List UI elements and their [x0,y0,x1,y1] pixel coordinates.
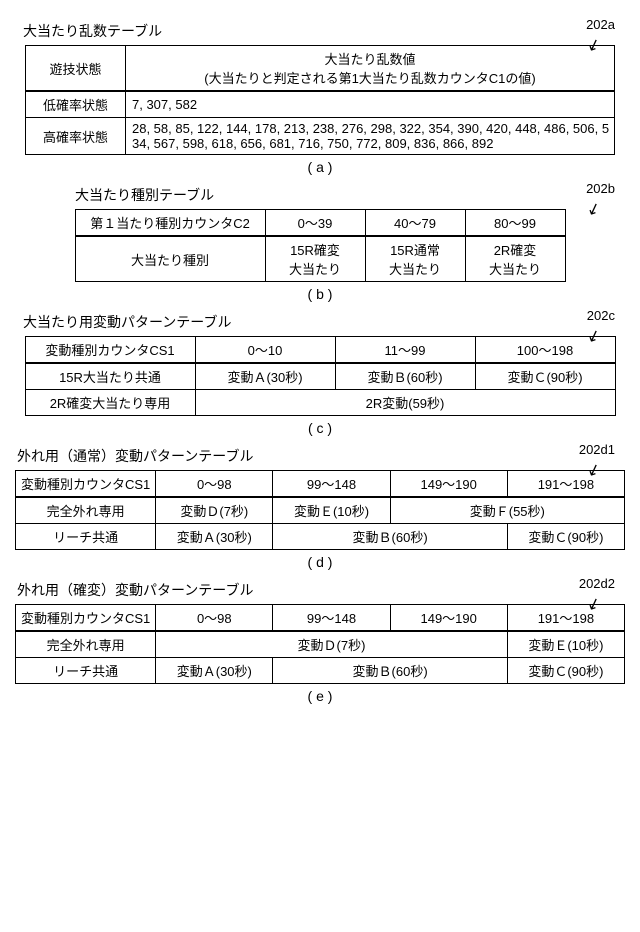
table-b: 第１当たり種別カウンタC2 0～39 40～79 80～99 大当たり種別 15… [75,209,566,282]
cell-b-r2-c2: 15R通常大当たり [365,236,465,282]
cell-e-r3-c1: 変動Ａ(30秒) [156,658,273,684]
cell-c-r1-label: 変動種別カウンタCS1 [25,337,195,364]
cell-c-r1-c2: 11～99 [335,337,475,364]
cell-b-r2-label: 大当たり種別 [75,236,265,282]
cell-c-r2-c2: 変動Ｂ(60秒) [335,363,475,390]
cell-b-r1-c2: 40～79 [365,210,465,237]
cell-d-r1-c2: 99～148 [273,471,390,498]
title-e: 外れ用（確変）変動パターンテーブル [17,580,625,600]
cell-e-r2-span: 変動Ｄ(7秒) [156,631,508,658]
ref-label-d: 202d1 [579,442,615,457]
cell-c-r2-c3: 変動Ｃ(90秒) [475,363,615,390]
cell-d-r1-label: 変動種別カウンタCS1 [16,471,156,498]
section-d: 202d1 ↙ 外れ用（通常）変動パターンテーブル 変動種別カウンタCS1 0～… [15,446,625,570]
cell-a-high-label: 高確率状態 [26,118,126,155]
cell-b-r2-c1: 15R確変大当たり [265,236,365,282]
ref-label-e: 202d2 [579,576,615,591]
cell-a-high-value: 28, 58, 85, 122, 144, 178, 213, 238, 276… [126,118,615,155]
title-a: 大当たり乱数テーブル [23,21,625,41]
cell-d-r2-label: 完全外れ専用 [16,497,156,524]
cell-b-r2-c3: 2R確変大当たり [465,236,565,282]
hdr-a-col2-l1: 大当たり乱数値 [324,52,415,67]
caption-b: ( b ) [15,286,625,302]
hdr-a-col2: 大当たり乱数値 (大当たりと判定される第1大当たり乱数カウンタC1の値) [126,46,615,92]
cell-d-r1-c4: 191～198 [507,471,624,498]
cell-d-r3-label: リーチ共通 [16,524,156,550]
cell-d-r3-span: 変動Ｂ(60秒) [273,524,507,550]
section-e: 202d2 ↙ 外れ用（確変）変動パターンテーブル 変動種別カウンタCS1 0～… [15,580,625,704]
caption-a: ( a ) [15,159,625,175]
cell-e-r1-c3: 149～190 [390,605,507,632]
ref-label-a: 202a [586,17,615,32]
section-a: 202a ↙ 大当たり乱数テーブル 遊技状態 大当たり乱数値 (大当たりと判定さ… [15,21,625,175]
cell-e-r1-c4: 191～198 [507,605,624,632]
cell-e-r3-c4: 変動Ｃ(90秒) [507,658,624,684]
table-e: 変動種別カウンタCS1 0～98 99～148 149～190 191～198 … [15,604,625,684]
cell-d-r3-c4: 変動Ｃ(90秒) [507,524,624,550]
cell-e-r2-c4: 変動Ｅ(10秒) [507,631,624,658]
cell-a-low-label: 低確率状態 [26,91,126,118]
cell-d-r1-c3: 149～190 [390,471,507,498]
cell-e-r1-c1: 0～98 [156,605,273,632]
title-c: 大当たり用変動パターンテーブル [23,312,625,332]
table-d: 変動種別カウンタCS1 0～98 99～148 149～190 191～198 … [15,470,625,550]
cell-b-r1-label: 第１当たり種別カウンタC2 [75,210,265,237]
cell-a-low-value: 7, 307, 582 [126,91,615,118]
cell-d-r2-c1: 変動Ｄ(7秒) [156,497,273,524]
cell-e-r1-c2: 99～148 [273,605,390,632]
caption-e: ( e ) [15,688,625,704]
ref-label-b: 202b [586,181,615,196]
ref-label-c: 202c [587,308,615,323]
title-b: 大当たり種別テーブル [75,185,625,205]
cell-c-r3-label: 2R確変大当たり専用 [25,390,195,416]
caption-d: ( d ) [15,554,625,570]
cell-b-r1-c3: 80～99 [465,210,565,237]
table-a: 遊技状態 大当たり乱数値 (大当たりと判定される第1大当たり乱数カウンタC1の値… [25,45,615,155]
section-c: 202c ↙ 大当たり用変動パターンテーブル 変動種別カウンタCS1 0～10 … [15,312,625,436]
title-d: 外れ用（通常）変動パターンテーブル [17,446,625,466]
cell-b-r1-c1: 0～39 [265,210,365,237]
cell-e-r1-label: 変動種別カウンタCS1 [16,605,156,632]
cell-c-r1-c1: 0～10 [195,337,335,364]
table-c: 変動種別カウンタCS1 0～10 11～99 100～198 15R大当たり共通… [25,336,616,416]
hdr-a-col2-l2: (大当たりと判定される第1大当たり乱数カウンタC1の値) [204,71,536,86]
hdr-a-col1: 遊技状態 [26,46,126,92]
cell-d-r2-span: 変動Ｆ(55秒) [390,497,624,524]
section-b: 202b ↙ 大当たり種別テーブル 第１当たり種別カウンタC2 0～39 40～… [15,185,625,302]
cell-e-r3-label: リーチ共通 [16,658,156,684]
cell-d-r2-c2: 変動Ｅ(10秒) [273,497,390,524]
caption-c: ( c ) [15,420,625,436]
cell-d-r1-c1: 0～98 [156,471,273,498]
cell-d-r3-c1: 変動Ａ(30秒) [156,524,273,550]
cell-c-r2-label: 15R大当たり共通 [25,363,195,390]
cell-c-r2-c1: 変動Ａ(30秒) [195,363,335,390]
cell-e-r3-span: 変動Ｂ(60秒) [273,658,507,684]
cell-c-r3-span: 2R変動(59秒) [195,390,615,416]
cell-e-r2-label: 完全外れ専用 [16,631,156,658]
